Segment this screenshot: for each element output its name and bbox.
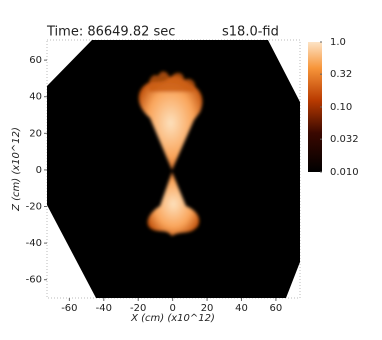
y-tick-label: -40	[26, 238, 42, 249]
y-tick-label: 60	[29, 55, 42, 66]
colorbar-tick-label: 1.0	[330, 37, 346, 48]
y-tick-label: -60	[26, 275, 42, 286]
outflow	[138, 71, 203, 236]
x-tick-label: 20	[201, 303, 214, 314]
colorbar-tick-label: 0.032	[330, 134, 359, 145]
x-axis-label: X (cm) (x10^12)	[130, 313, 215, 324]
domain	[47, 40, 300, 298]
colorbar-tick-label: 0.010	[330, 167, 359, 178]
chart-subtitle: s18.0-fid	[222, 25, 279, 40]
y-axis-label: Z (cm) (x10^12)	[11, 127, 22, 212]
x-tick-label: 60	[270, 303, 283, 314]
x-tick-label: 40	[235, 303, 248, 314]
chart-title: Time: 86649.82 sec	[46, 25, 175, 40]
x-tick-label: -60	[61, 303, 77, 314]
x-tick-label: 0	[169, 303, 175, 314]
y-tick-label: 20	[29, 128, 42, 139]
colorbar-tick-label: 0.32	[330, 69, 352, 80]
y-tick-label: 40	[29, 92, 42, 103]
y-tick-label: -20	[26, 202, 42, 213]
colorbar	[308, 42, 322, 172]
y-tick-label: 0	[36, 165, 42, 176]
x-tick-label: -20	[130, 303, 146, 314]
colorbar-tick-label: 0.10	[330, 102, 352, 113]
x-tick-label: -40	[96, 303, 112, 314]
